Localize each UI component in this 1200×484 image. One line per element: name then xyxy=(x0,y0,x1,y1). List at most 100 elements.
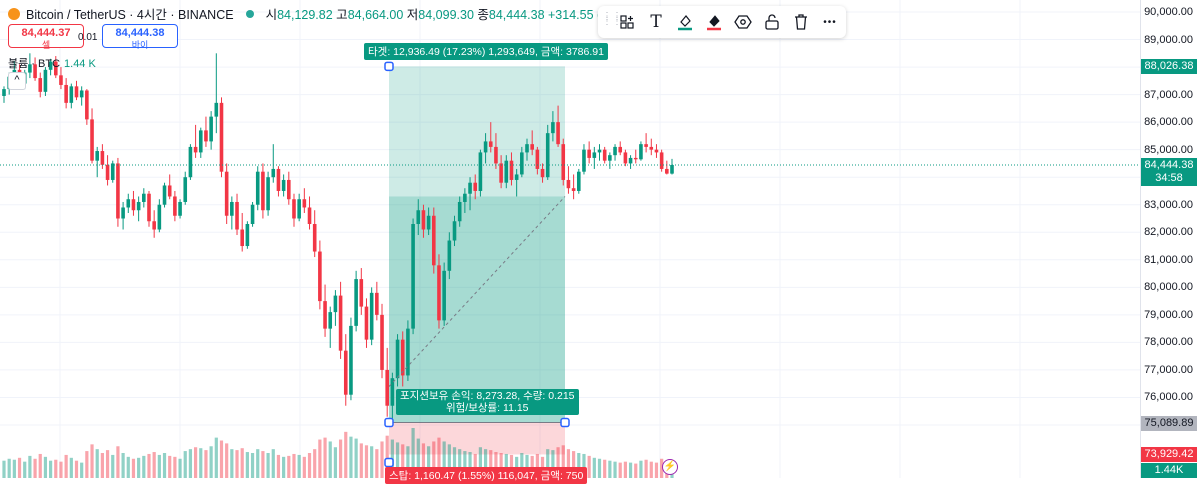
candle-body xyxy=(261,171,265,211)
target-label: 타겟: 12,936.49 (17.23%) 1,293,649, 금액: 37… xyxy=(364,43,608,60)
more-icon[interactable]: ••• xyxy=(816,8,844,36)
price-scale-tick: 76,000.00 xyxy=(1144,391,1193,404)
drawing-floating-toolbar: ⋮⋮ ⋮⋮ T ••• xyxy=(598,6,846,38)
current-price: 84,444.38 xyxy=(1144,158,1194,171)
candle-body xyxy=(281,179,286,191)
volume-bar xyxy=(28,455,32,478)
lock-icon[interactable] xyxy=(758,8,786,36)
candle-body xyxy=(240,229,245,247)
candle-body xyxy=(100,151,105,165)
volume-bar xyxy=(23,461,27,478)
candle-body xyxy=(235,201,239,230)
volume-bar xyxy=(359,443,363,478)
volume-bar xyxy=(105,450,110,478)
candle-body xyxy=(628,157,633,164)
volume-bar xyxy=(100,453,104,478)
price-scale-tick: 77,000.00 xyxy=(1144,363,1193,376)
volume-bar xyxy=(173,456,177,478)
price-scale-tick: 90,000.00 xyxy=(1144,6,1193,18)
volume-bar xyxy=(276,454,281,478)
candle-body xyxy=(442,270,446,321)
volume-bar xyxy=(561,445,565,478)
template-icon[interactable] xyxy=(613,8,641,36)
candle-body xyxy=(105,164,110,180)
candle-body xyxy=(43,69,48,92)
buy-button[interactable]: 84,444.38 바이 xyxy=(102,24,178,50)
candle-body xyxy=(136,201,141,211)
volume-bar xyxy=(157,454,161,478)
volume-indicator-title: 볼륨 · BTC xyxy=(8,58,61,70)
text-icon[interactable]: T xyxy=(642,8,670,36)
candle-body xyxy=(271,168,276,178)
volume-bar xyxy=(266,453,270,478)
volume-bar xyxy=(17,457,22,478)
volume-bar xyxy=(33,458,37,478)
symbol-title[interactable]: Bitcoin / TetherUS · 4시간 · BINANCE xyxy=(26,8,234,22)
candle-body xyxy=(214,102,219,117)
candle-body xyxy=(79,90,84,98)
candle-body xyxy=(556,122,560,145)
drag-handle-icon[interactable]: ⋮⋮ ⋮⋮ xyxy=(602,11,622,27)
volume-bar xyxy=(421,443,426,478)
price-chart[interactable] xyxy=(0,0,1140,478)
volume-bar xyxy=(111,454,115,478)
target-price-tag: 88,026.38 xyxy=(1141,59,1197,75)
lightning-icon[interactable]: ⚡ xyxy=(662,459,678,475)
candle-body xyxy=(142,193,146,202)
volume-bar xyxy=(401,444,405,478)
line-color-icon[interactable] xyxy=(700,8,728,36)
volume-bar xyxy=(623,461,627,478)
volume-bar xyxy=(271,449,275,478)
volume-bar xyxy=(313,449,317,478)
candle-body xyxy=(178,201,182,216)
volume-bar xyxy=(137,457,141,478)
volume-bar xyxy=(54,459,58,478)
drag-handle xyxy=(560,417,570,428)
volume-bar xyxy=(225,443,229,478)
sell-button[interactable]: 84,444.37 셀 xyxy=(8,24,84,50)
volume-bar xyxy=(577,453,581,478)
candle-body xyxy=(406,328,410,376)
trash-icon[interactable] xyxy=(787,8,815,36)
volume-bar xyxy=(214,437,218,478)
fill-color-icon[interactable] xyxy=(671,8,699,36)
more-glyph: ••• xyxy=(823,16,837,28)
volume-bar xyxy=(344,431,348,478)
volume-bar xyxy=(452,447,457,478)
volume-bar xyxy=(209,446,213,478)
buy-price: 84,444.38 xyxy=(115,27,165,39)
open-label: 시 xyxy=(265,8,278,22)
volume-bar xyxy=(380,441,384,478)
volume-bar xyxy=(603,459,607,478)
candle-body xyxy=(576,171,581,191)
volume-bar xyxy=(566,449,571,478)
candle-body xyxy=(375,292,379,315)
collapse-legend-button[interactable]: ^ xyxy=(8,72,26,90)
volume-bar xyxy=(349,436,353,478)
volume-bar xyxy=(427,446,431,478)
volume-indicator-legend[interactable]: 볼륨 · BTC 1.44 K xyxy=(8,55,96,71)
candle-body xyxy=(147,193,151,222)
close-label: 종 xyxy=(477,8,489,22)
candle-body xyxy=(509,160,514,180)
volume-bar xyxy=(318,439,322,478)
settings-hexagon-icon[interactable] xyxy=(729,8,757,36)
candle-body xyxy=(571,188,576,191)
close-value: 84,444.38 xyxy=(488,8,545,22)
volume-bar xyxy=(437,437,441,478)
volume-bar xyxy=(183,451,187,478)
volume-bar xyxy=(613,461,617,478)
candle-body xyxy=(421,210,426,230)
candle-body xyxy=(48,61,53,70)
candle-body xyxy=(431,215,436,266)
buy-label: 바이 xyxy=(131,40,149,50)
candle-body xyxy=(369,292,374,340)
volume-bar xyxy=(592,457,596,478)
candle-body xyxy=(525,144,529,153)
volume-bar xyxy=(375,449,379,478)
volume-bar xyxy=(628,462,633,478)
low-value: 84,099.30 xyxy=(418,8,474,22)
volume-bar xyxy=(354,438,358,478)
position-pnl-line: 포지션보유 손익: 8,273.28, 수량: 0.215 xyxy=(400,390,575,402)
price-scale-tick: 82,000.00 xyxy=(1144,226,1193,239)
